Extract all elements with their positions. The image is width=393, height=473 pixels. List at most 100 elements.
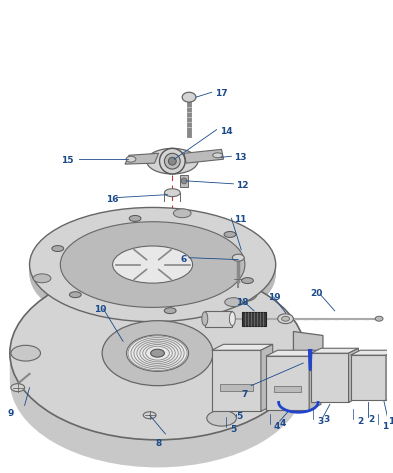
Ellipse shape xyxy=(29,209,276,323)
Ellipse shape xyxy=(102,321,213,385)
Ellipse shape xyxy=(126,156,136,162)
Text: 8: 8 xyxy=(156,439,162,448)
Ellipse shape xyxy=(173,209,191,218)
Text: 1: 1 xyxy=(388,417,393,426)
Text: 16: 16 xyxy=(107,195,119,204)
Ellipse shape xyxy=(202,312,208,325)
Ellipse shape xyxy=(10,286,305,460)
Ellipse shape xyxy=(29,213,276,328)
Ellipse shape xyxy=(52,245,64,252)
Polygon shape xyxy=(388,356,393,360)
Polygon shape xyxy=(184,149,224,163)
Text: 3: 3 xyxy=(323,415,329,424)
Polygon shape xyxy=(294,332,323,375)
Ellipse shape xyxy=(207,411,236,426)
Ellipse shape xyxy=(10,278,305,452)
Circle shape xyxy=(164,153,180,169)
Ellipse shape xyxy=(29,210,276,324)
Polygon shape xyxy=(309,350,321,410)
Text: 18: 18 xyxy=(236,298,249,307)
Ellipse shape xyxy=(143,412,156,419)
Ellipse shape xyxy=(29,214,276,329)
Bar xyxy=(351,355,386,401)
Polygon shape xyxy=(180,175,188,187)
Text: 1: 1 xyxy=(382,422,388,431)
Text: 14: 14 xyxy=(220,127,232,136)
Ellipse shape xyxy=(10,266,305,440)
Bar xyxy=(388,360,393,400)
Polygon shape xyxy=(311,348,358,353)
Ellipse shape xyxy=(29,210,276,324)
Circle shape xyxy=(181,178,187,184)
Text: 7: 7 xyxy=(241,390,248,399)
Ellipse shape xyxy=(129,216,141,221)
Text: 13: 13 xyxy=(234,153,247,162)
Ellipse shape xyxy=(11,384,25,392)
Ellipse shape xyxy=(29,208,276,322)
Ellipse shape xyxy=(228,286,257,302)
Ellipse shape xyxy=(10,274,305,448)
Text: 17: 17 xyxy=(215,89,227,98)
Ellipse shape xyxy=(29,211,276,325)
Text: 5: 5 xyxy=(236,412,242,421)
Ellipse shape xyxy=(29,217,276,332)
Ellipse shape xyxy=(29,216,276,331)
Text: 19: 19 xyxy=(268,293,281,302)
Text: 2: 2 xyxy=(357,417,364,426)
Bar xyxy=(274,386,301,393)
Polygon shape xyxy=(212,344,273,350)
Ellipse shape xyxy=(10,271,305,444)
Ellipse shape xyxy=(11,345,40,361)
Ellipse shape xyxy=(242,278,253,283)
Text: 5: 5 xyxy=(230,425,237,434)
Text: 12: 12 xyxy=(236,181,249,190)
Ellipse shape xyxy=(151,349,164,357)
Circle shape xyxy=(160,149,185,174)
Text: 11: 11 xyxy=(234,215,247,224)
Polygon shape xyxy=(125,153,158,164)
Polygon shape xyxy=(386,350,393,401)
Ellipse shape xyxy=(375,316,383,321)
Text: 4: 4 xyxy=(274,422,280,431)
Ellipse shape xyxy=(60,222,245,307)
Ellipse shape xyxy=(182,92,196,102)
Circle shape xyxy=(168,157,176,165)
Ellipse shape xyxy=(70,292,81,298)
Polygon shape xyxy=(261,344,273,411)
Polygon shape xyxy=(351,350,393,355)
Ellipse shape xyxy=(164,189,180,197)
Ellipse shape xyxy=(147,149,198,174)
Ellipse shape xyxy=(113,246,193,283)
Bar xyxy=(212,350,261,411)
Text: 9: 9 xyxy=(8,409,14,418)
Ellipse shape xyxy=(10,290,305,464)
Polygon shape xyxy=(349,348,358,403)
Ellipse shape xyxy=(213,153,222,158)
Ellipse shape xyxy=(29,215,276,330)
Bar xyxy=(266,356,309,410)
Text: 10: 10 xyxy=(95,305,107,314)
Bar xyxy=(242,312,266,325)
Bar xyxy=(205,311,232,326)
Text: 20: 20 xyxy=(310,289,323,298)
Ellipse shape xyxy=(29,212,276,326)
Text: 4: 4 xyxy=(280,419,286,428)
Text: 2: 2 xyxy=(368,415,375,424)
Text: 15: 15 xyxy=(61,156,73,165)
Ellipse shape xyxy=(10,294,305,467)
Ellipse shape xyxy=(33,274,51,283)
Text: 3: 3 xyxy=(317,417,323,426)
Polygon shape xyxy=(266,350,321,356)
Ellipse shape xyxy=(225,298,242,307)
Ellipse shape xyxy=(282,316,290,321)
Ellipse shape xyxy=(127,335,189,371)
Ellipse shape xyxy=(232,254,244,261)
Ellipse shape xyxy=(10,282,305,455)
Bar xyxy=(220,384,253,391)
Ellipse shape xyxy=(278,314,294,324)
Bar xyxy=(311,353,349,403)
Ellipse shape xyxy=(164,308,176,314)
Ellipse shape xyxy=(224,231,236,237)
Text: 6: 6 xyxy=(180,255,186,264)
Ellipse shape xyxy=(230,312,235,325)
